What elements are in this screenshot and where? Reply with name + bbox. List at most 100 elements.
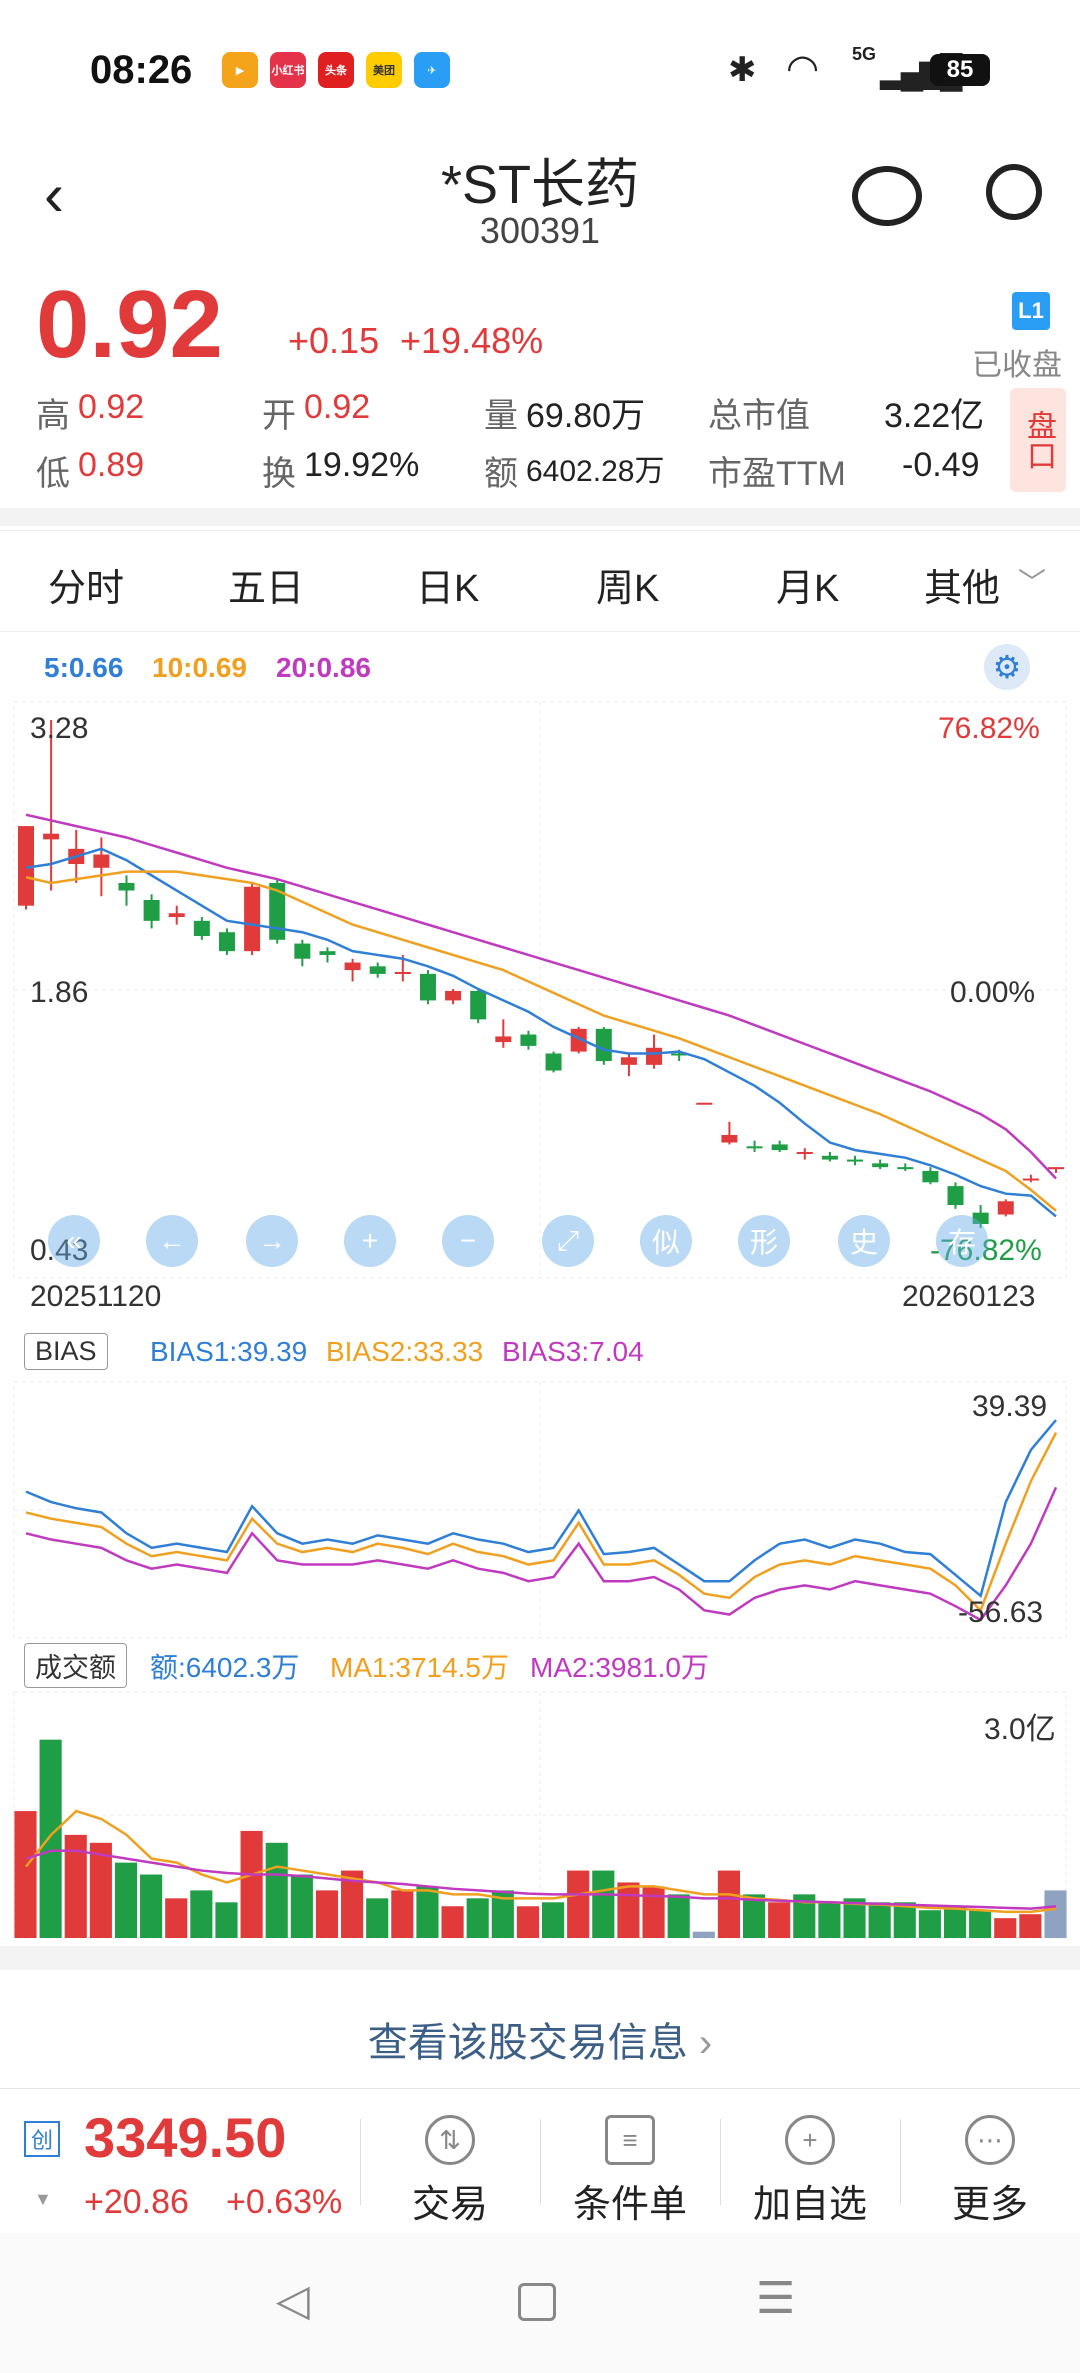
divider [360, 2119, 361, 2205]
candle-body [821, 1155, 838, 1160]
candle-body [193, 920, 210, 936]
candle-body [570, 1028, 587, 1052]
candle-body [143, 900, 160, 921]
volume-bar [918, 1910, 941, 1938]
telegram-icon: ✈ [414, 52, 450, 88]
volume-indicator-label[interactable]: 成交额 [24, 1643, 127, 1688]
candle-body [922, 1170, 939, 1183]
stat-label-low: 低 [36, 455, 70, 493]
volume-bar [994, 1918, 1017, 1938]
candle-body [1022, 1178, 1039, 1181]
zoom-in-button[interactable]: + [344, 1215, 396, 1267]
stat-value-market-cap: 3.22亿 [884, 397, 985, 435]
video-app-icon: ▶ [222, 52, 258, 88]
candle-body [997, 1201, 1014, 1215]
candle-body [847, 1159, 864, 1162]
wifi-icon: ◠ [786, 48, 820, 90]
nav-back-icon[interactable]: ◁ [276, 2276, 310, 2325]
volume-bar [1019, 1914, 1042, 1938]
volume-bar [265, 1842, 288, 1938]
nav-first-button[interactable]: « [48, 1215, 100, 1267]
stat-label-market-cap: 总市值 [708, 397, 810, 435]
trade-info-link[interactable]: 查看该股交易信息 › [0, 2010, 1080, 2068]
volume-bar [341, 1870, 364, 1938]
trade-label: 交易 [411, 2184, 488, 2226]
nav-prev-button[interactable]: ← [146, 1215, 198, 1267]
condition-order-button[interactable]: ≡ 条件单 [570, 2115, 690, 2228]
volume-ma1-line [25, 1809, 1057, 1914]
tab-weekly-k[interactable]: 周K [596, 568, 660, 610]
kline-chart[interactable] [0, 700, 1080, 1280]
zoom-out-button[interactable]: − [442, 1215, 494, 1267]
volume-chart[interactable] [0, 1690, 1080, 1940]
volume-bar [240, 1830, 263, 1938]
volume-bar [114, 1862, 138, 1938]
chevron-right-icon: › [687, 2021, 713, 2065]
volume-bar [416, 1886, 439, 1938]
volume-bar [542, 1902, 565, 1938]
more-icon: ⋯ [965, 2115, 1015, 2165]
kline-pct-bot: -76.82% [930, 1234, 1042, 1267]
add-watchlist-icon: + [785, 2115, 835, 2165]
ma20-line [25, 813, 1057, 1180]
chevron-down-icon[interactable]: ﹀ [1018, 567, 1047, 598]
candle-body [947, 1186, 964, 1206]
index-value[interactable]: 3349.50 [84, 2106, 287, 2169]
volume-bar [491, 1890, 514, 1938]
tab-monthly-k[interactable]: 月K [776, 568, 840, 610]
stat-label-turnover: 换 [262, 455, 296, 493]
candle-body [495, 1036, 512, 1043]
bias3-legend: BIAS3:7.04 [502, 1336, 644, 1367]
volume-bar [567, 1870, 590, 1938]
bias-chart[interactable] [0, 1380, 1080, 1640]
kline-y-mid: 1.86 [30, 976, 89, 1009]
tab-intraday[interactable]: 分时 [48, 568, 125, 610]
stock-name: *ST长药 [440, 155, 640, 215]
trade-button[interactable]: ⇅ 交易 [390, 2115, 510, 2228]
save-button[interactable]: 存 [936, 1215, 988, 1267]
index-badge: 创 [24, 2121, 60, 2157]
back-icon[interactable]: ‹ [44, 161, 64, 228]
volume-bar [768, 1902, 791, 1938]
add-watchlist-button[interactable]: + 加自选 [750, 2115, 870, 2228]
settings-gear-icon[interactable]: ⚙ [984, 644, 1030, 690]
bias3-line [25, 1486, 1058, 1622]
volume-bar [868, 1902, 891, 1938]
caret-down-icon: ▼ [34, 2189, 52, 2209]
kline-pct-mid: 0.00% [950, 976, 1036, 1009]
bottom-action-bar: 创 3349.50 ▼ +20.86 +0.63% ⇅ 交易 ≡ 条件单 + 加… [0, 2088, 1080, 2234]
nav-next-button[interactable]: → [246, 1215, 298, 1267]
candle-body [796, 1152, 813, 1154]
robot-assistant-icon[interactable] [852, 166, 922, 226]
meituan-icon: 美团 [366, 52, 402, 88]
volume-bar [516, 1906, 539, 1938]
volume-bar [366, 1898, 389, 1938]
candle-body [168, 913, 185, 918]
bias-indicator-label[interactable]: BIAS [24, 1333, 108, 1370]
volume-bar [742, 1894, 766, 1938]
volume-bar [667, 1894, 690, 1938]
volume-bar [315, 1890, 339, 1938]
ma20-legend: 20:0.86 [276, 652, 371, 683]
nav-home-icon[interactable] [518, 2283, 556, 2321]
volume-bar [391, 1890, 414, 1938]
nav-menu-icon[interactable]: ☰ [756, 2274, 796, 2323]
fullscreen-button[interactable]: ⤢ [542, 1215, 594, 1267]
candle-body [218, 932, 235, 952]
tab-five-day[interactable]: 五日 [228, 568, 305, 610]
history-button[interactable]: 史 [838, 1215, 890, 1267]
search-icon[interactable] [986, 164, 1042, 220]
bias1-legend: BIAS1:39.39 [150, 1336, 308, 1367]
pankou-button[interactable]: 盘口 [1010, 388, 1066, 492]
divider [900, 2119, 901, 2205]
tab-daily-k[interactable]: 日K [416, 568, 480, 610]
tab-other[interactable]: 其他 [924, 568, 1001, 610]
candle-body [1048, 1167, 1064, 1170]
candle-body [244, 886, 261, 952]
volume-bar [14, 1811, 37, 1938]
similar-button[interactable]: 似 [640, 1215, 692, 1267]
candle-body [771, 1144, 788, 1151]
candle-body [394, 972, 411, 974]
more-button[interactable]: ⋯ 更多 [930, 2115, 1050, 2228]
pattern-button[interactable]: 形 [738, 1215, 790, 1267]
